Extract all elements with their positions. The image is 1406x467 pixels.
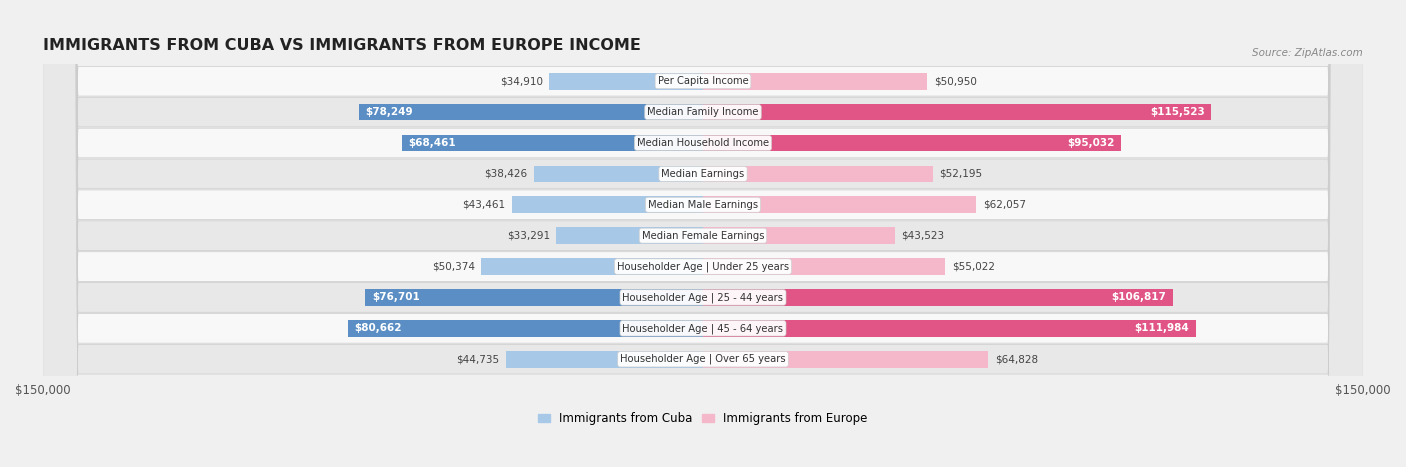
FancyBboxPatch shape xyxy=(42,0,1364,467)
Bar xyxy=(512,197,703,213)
Bar xyxy=(703,227,894,244)
Text: $64,828: $64,828 xyxy=(995,354,1038,364)
Bar xyxy=(557,227,703,244)
Bar xyxy=(703,104,1212,120)
Bar xyxy=(703,165,932,182)
Text: Median Household Income: Median Household Income xyxy=(637,138,769,148)
Text: $50,950: $50,950 xyxy=(934,76,977,86)
Text: $115,523: $115,523 xyxy=(1150,107,1205,117)
Text: $43,461: $43,461 xyxy=(463,200,505,210)
Text: $52,195: $52,195 xyxy=(939,169,983,179)
Bar xyxy=(703,351,988,368)
FancyBboxPatch shape xyxy=(42,0,1364,467)
Bar xyxy=(703,134,1121,151)
Text: Median Female Earnings: Median Female Earnings xyxy=(641,231,765,241)
FancyBboxPatch shape xyxy=(42,0,1364,467)
FancyBboxPatch shape xyxy=(42,0,1364,467)
Text: $95,032: $95,032 xyxy=(1067,138,1115,148)
Text: $106,817: $106,817 xyxy=(1112,292,1167,303)
Text: $55,022: $55,022 xyxy=(952,262,995,271)
Bar xyxy=(703,258,945,275)
Bar xyxy=(506,351,703,368)
FancyBboxPatch shape xyxy=(42,0,1364,467)
Text: Householder Age | Over 65 years: Householder Age | Over 65 years xyxy=(620,354,786,364)
Text: $76,701: $76,701 xyxy=(373,292,420,303)
FancyBboxPatch shape xyxy=(42,0,1364,467)
Bar xyxy=(481,258,703,275)
Text: $44,735: $44,735 xyxy=(457,354,499,364)
FancyBboxPatch shape xyxy=(42,0,1364,467)
Text: Median Earnings: Median Earnings xyxy=(661,169,745,179)
FancyBboxPatch shape xyxy=(42,0,1364,467)
Bar xyxy=(703,197,976,213)
Text: IMMIGRANTS FROM CUBA VS IMMIGRANTS FROM EUROPE INCOME: IMMIGRANTS FROM CUBA VS IMMIGRANTS FROM … xyxy=(42,38,641,53)
Text: $80,662: $80,662 xyxy=(354,323,402,333)
Text: Median Family Income: Median Family Income xyxy=(647,107,759,117)
Legend: Immigrants from Cuba, Immigrants from Europe: Immigrants from Cuba, Immigrants from Eu… xyxy=(533,407,873,430)
FancyBboxPatch shape xyxy=(42,0,1364,467)
Bar xyxy=(349,320,703,337)
Text: Householder Age | 25 - 44 years: Householder Age | 25 - 44 years xyxy=(623,292,783,303)
Text: $43,523: $43,523 xyxy=(901,231,945,241)
Text: Source: ZipAtlas.com: Source: ZipAtlas.com xyxy=(1253,48,1364,58)
Bar xyxy=(703,289,1173,306)
Bar xyxy=(402,134,703,151)
Text: $34,910: $34,910 xyxy=(499,76,543,86)
Text: Householder Age | Under 25 years: Householder Age | Under 25 years xyxy=(617,262,789,272)
Text: $33,291: $33,291 xyxy=(506,231,550,241)
Bar xyxy=(366,289,703,306)
Bar xyxy=(550,73,703,90)
Text: $68,461: $68,461 xyxy=(408,138,456,148)
FancyBboxPatch shape xyxy=(42,0,1364,467)
Text: Householder Age | 45 - 64 years: Householder Age | 45 - 64 years xyxy=(623,323,783,333)
Text: $50,374: $50,374 xyxy=(432,262,475,271)
Text: Median Male Earnings: Median Male Earnings xyxy=(648,200,758,210)
Bar xyxy=(703,73,927,90)
Text: Per Capita Income: Per Capita Income xyxy=(658,76,748,86)
Bar xyxy=(534,165,703,182)
Text: $78,249: $78,249 xyxy=(366,107,413,117)
Text: $111,984: $111,984 xyxy=(1135,323,1189,333)
Bar xyxy=(359,104,703,120)
Text: $38,426: $38,426 xyxy=(484,169,527,179)
Text: $62,057: $62,057 xyxy=(983,200,1026,210)
Bar xyxy=(703,320,1197,337)
